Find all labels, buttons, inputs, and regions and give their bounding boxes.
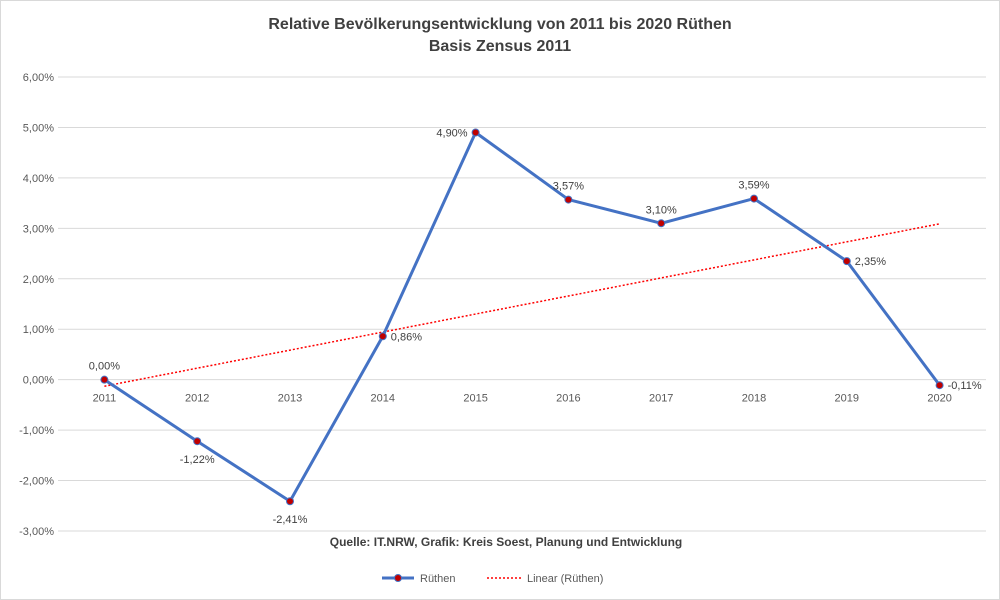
y-tick-label: -2,00% <box>19 476 54 488</box>
y-tick-label: 2,00% <box>23 274 54 286</box>
trendline-layer <box>104 223 940 387</box>
y-tick-label: 6,00% <box>23 72 54 84</box>
data-point <box>842 257 851 266</box>
data-label: 3,10% <box>646 204 677 216</box>
y-tick-label: 4,00% <box>23 173 54 185</box>
data-point <box>193 437 202 446</box>
data-point <box>750 194 758 203</box>
data-labels: 0,00% -1,22% -2,41% 0,86% 4,90% 3,57% 3,10% 3,5… <box>89 127 982 526</box>
data-label: -2,41% <box>273 514 308 526</box>
data-point <box>100 375 109 384</box>
data-label: 3,57% <box>553 181 584 193</box>
data-point <box>935 381 944 390</box>
source-note: Quelle: IT.NRW, Grafik: Kreis Soest, Pla… <box>330 535 683 549</box>
x-tick-label: 2015 <box>463 393 487 405</box>
y-axis-tick-labels: -3,00% -2,00% -1,00% 0,00% 1,00% 2,00% 3,00% 4,… <box>19 72 54 538</box>
data-label: -0,11% <box>948 380 982 392</box>
data-point <box>564 195 573 204</box>
gridlines <box>58 76 986 532</box>
y-tick-label: 5,00% <box>23 122 54 134</box>
data-label: 4,90% <box>436 127 467 139</box>
x-tick-label: 2017 <box>649 393 673 405</box>
data-point <box>378 332 387 341</box>
legend-marker-ruethen <box>394 574 402 582</box>
x-tick-label: 2020 <box>927 393 951 405</box>
legend: Rüthen Linear (Rüthen) <box>382 573 603 585</box>
data-label: 3,59% <box>738 180 769 192</box>
x-axis-tick-labels: 2011 2012 2013 2014 2015 2016 2017 2018 2019 2020 <box>93 393 952 405</box>
legend-label-linear: Linear (Rüthen) <box>527 573 603 585</box>
data-label: 0,86% <box>391 331 422 343</box>
data-point <box>657 219 666 228</box>
y-tick-label: -3,00% <box>19 526 54 538</box>
x-tick-label: 2019 <box>835 393 859 405</box>
x-tick-label: 2018 <box>742 393 766 405</box>
series-layer <box>100 128 944 506</box>
y-tick-label: 3,00% <box>23 223 54 235</box>
x-tick-label: 2014 <box>371 393 395 405</box>
x-tick-label: 2013 <box>278 393 302 405</box>
x-tick-label: 2016 <box>556 393 580 405</box>
legend-label-ruethen: Rüthen <box>420 573 455 585</box>
data-label: 2,35% <box>855 256 886 268</box>
data-point <box>286 497 294 506</box>
chart-subtitle: Basis Zensus 2011 <box>429 38 571 55</box>
y-tick-label: 1,00% <box>23 324 54 336</box>
chart-title: Relative Bevölkerungsentwicklung von 201… <box>268 16 731 33</box>
data-point <box>471 128 480 137</box>
x-tick-label: 2011 <box>93 393 117 405</box>
y-tick-label: 0,00% <box>23 375 54 387</box>
series-line-ruethen <box>103 130 941 503</box>
y-tick-label: -1,00% <box>19 425 54 437</box>
data-label: -1,22% <box>180 454 215 466</box>
x-tick-label: 2012 <box>185 393 209 405</box>
data-label: 0,00% <box>89 361 120 373</box>
trendline-linear <box>104 223 940 387</box>
